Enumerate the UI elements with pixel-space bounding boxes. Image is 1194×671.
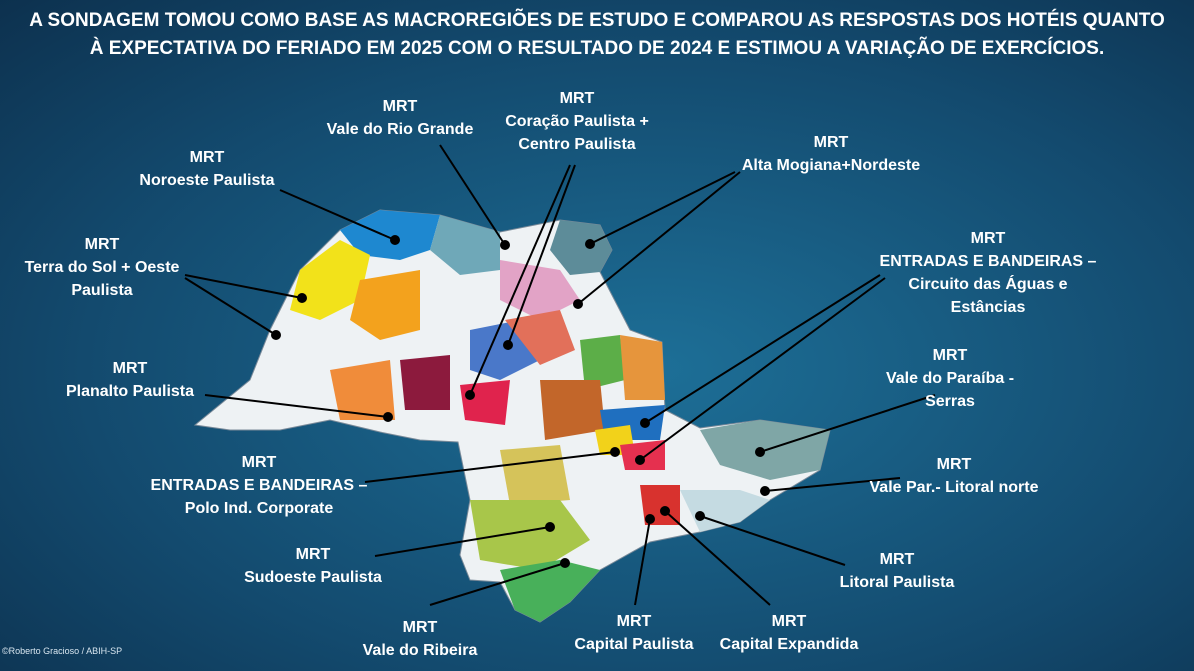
label-line: MRT xyxy=(242,454,277,471)
region-marker xyxy=(695,511,705,521)
leader-line xyxy=(639,277,886,461)
region-label: MRT ENTRADAS E BANDEIRAS – Polo Ind. Corpo… xyxy=(151,454,368,517)
leader-line xyxy=(664,510,771,606)
region-label: MRT Vale do Ribeira xyxy=(363,619,478,659)
region-marker xyxy=(465,390,475,400)
label-line: Centro Paulista xyxy=(518,136,635,153)
leader-line xyxy=(634,518,651,606)
leader-line xyxy=(699,515,846,566)
region-label: MRT Litoral Paulista xyxy=(840,551,955,591)
region-marker xyxy=(585,239,595,249)
region-marker xyxy=(383,412,393,422)
label-line: MRT xyxy=(190,149,225,166)
label-line: ENTRADAS E BANDEIRAS – xyxy=(151,477,368,494)
leader-line xyxy=(429,562,566,606)
label-line: Sudoeste Paulista xyxy=(244,569,382,586)
leader-line xyxy=(184,274,303,299)
label-line: Polo Ind. Corporate xyxy=(185,500,334,517)
region-label: MRT Noroeste Paulista xyxy=(139,149,274,189)
label-line: Vale do Rio Grande xyxy=(327,121,474,138)
region-label: MRT Vale do Paraíba - Serras xyxy=(886,347,1014,410)
region-labels: MRT Vale do Rio Grande MRT Coração Paulista… xyxy=(25,90,1097,659)
label-line: Capital Expandida xyxy=(720,636,859,653)
leader-line xyxy=(759,394,936,453)
label-line: Noroeste Paulista xyxy=(139,172,274,189)
label-line: Vale Par.- Litoral norte xyxy=(870,479,1039,496)
region-label: MRT Sudoeste Paulista xyxy=(244,546,382,586)
leader-line xyxy=(577,171,741,305)
region-marker xyxy=(640,418,650,428)
label-line: Vale do Paraíba - xyxy=(886,370,1014,387)
region-label: MRT Terra do Sol + Oeste Paulista xyxy=(25,236,180,299)
region-label: MRT Coração Paulista + Centro Paulista xyxy=(505,90,649,153)
label-line: MRT xyxy=(772,613,807,630)
region-marker xyxy=(297,293,307,303)
title-line: À EXPECTATIVA DO FERIADO EM 2025 COM O R… xyxy=(90,37,1105,59)
label-line: Alta Mogiana+Nordeste xyxy=(742,157,920,174)
label-line: MRT xyxy=(403,619,438,636)
label-line: MRT xyxy=(85,236,120,253)
region-label: MRT Alta Mogiana+Nordeste xyxy=(742,134,920,174)
leader-line xyxy=(469,164,571,396)
label-line: Planalto Paulista xyxy=(66,383,194,400)
title-line: A SONDAGEM TOMOU COMO BASE AS MACROREGIÕ… xyxy=(29,9,1165,31)
leader-line xyxy=(374,526,551,557)
label-line: MRT xyxy=(937,456,972,473)
region-label: MRT Vale Par.- Litoral norte xyxy=(870,456,1039,496)
leader-line xyxy=(439,144,506,246)
region-marker xyxy=(503,340,513,350)
label-line: ENTRADAS E BANDEIRAS – xyxy=(880,253,1097,270)
leader-line xyxy=(184,277,277,336)
label-line: Terra do Sol + Oeste xyxy=(25,259,180,276)
leader-line xyxy=(644,274,881,424)
region-marker xyxy=(545,522,555,532)
label-line: MRT xyxy=(880,551,915,568)
leader-line xyxy=(507,164,576,346)
leader-line xyxy=(364,451,616,483)
label-line: MRT xyxy=(617,613,652,630)
label-line: MRT xyxy=(560,90,595,107)
label-line: Estâncias xyxy=(951,299,1026,316)
region-marker xyxy=(560,558,570,568)
region-marker xyxy=(755,447,765,457)
region-marker xyxy=(760,486,770,496)
label-line: MRT xyxy=(814,134,849,151)
state-map xyxy=(193,209,831,623)
label-line: Vale do Ribeira xyxy=(363,642,478,659)
leader-line xyxy=(764,477,901,492)
label-line: Circuito das Águas e xyxy=(908,274,1067,293)
label-line: MRT xyxy=(296,546,331,563)
region-marker xyxy=(635,455,645,465)
region-marker xyxy=(271,330,281,340)
label-line: MRT xyxy=(113,360,148,377)
label-line: MRT xyxy=(933,347,968,364)
region-marker xyxy=(660,506,670,516)
leader-line xyxy=(589,171,736,245)
region-marker xyxy=(500,240,510,250)
label-line: MRT xyxy=(971,230,1006,247)
region-label: MRT Capital Paulista xyxy=(574,613,693,653)
region-marker xyxy=(645,514,655,524)
region-label: MRT Vale do Rio Grande xyxy=(327,98,474,138)
credit: ©Roberto Gracioso / ABIH-SP xyxy=(2,646,122,656)
label-line: Serras xyxy=(925,393,975,410)
leader-line xyxy=(279,189,396,241)
label-line: MRT xyxy=(383,98,418,115)
leader-lines xyxy=(184,144,936,606)
region-label: MRT ENTRADAS E BANDEIRAS – Circuito das Ág… xyxy=(880,230,1097,316)
label-line: Coração Paulista + xyxy=(505,113,649,130)
region-label: MRT Planalto Paulista xyxy=(66,360,194,400)
region-marker xyxy=(390,235,400,245)
region-label: MRT Capital Expandida xyxy=(720,613,859,653)
region-marker xyxy=(573,299,583,309)
label-line: Paulista xyxy=(71,282,132,299)
label-line: Litoral Paulista xyxy=(840,574,955,591)
region-marker xyxy=(610,447,620,457)
label-line: Capital Paulista xyxy=(574,636,693,653)
leader-line xyxy=(204,394,389,418)
